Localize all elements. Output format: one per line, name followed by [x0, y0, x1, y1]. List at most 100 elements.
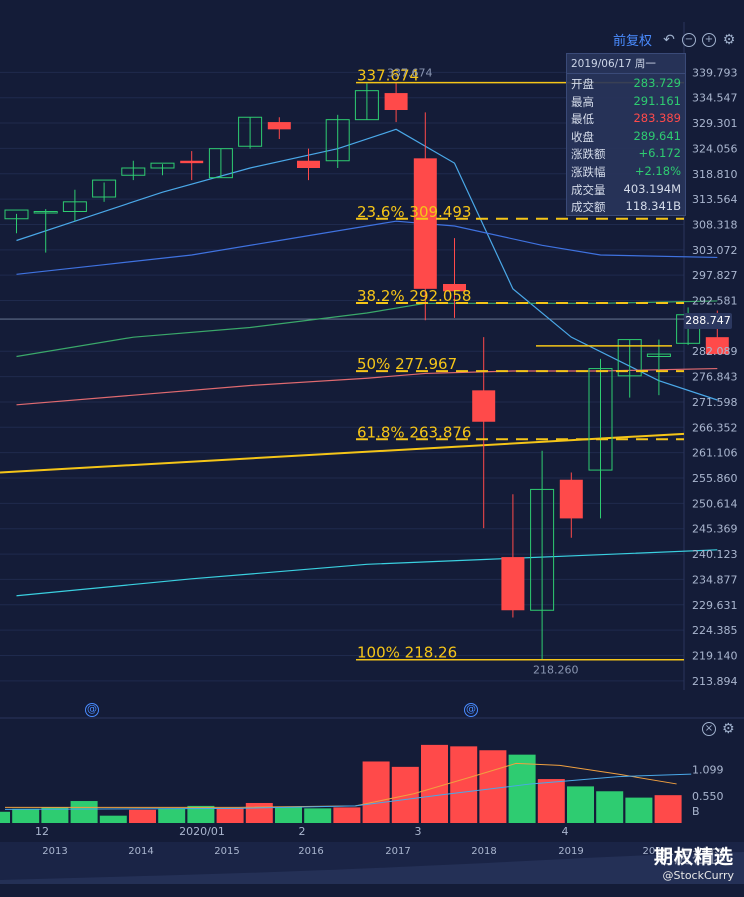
candle-body [325, 119, 350, 162]
volume-bar [275, 807, 302, 823]
candle-body [297, 160, 320, 168]
candle [33, 209, 58, 253]
volume-unit-label: B [692, 805, 700, 818]
volume-bar [537, 779, 565, 823]
volume-bar [596, 791, 624, 823]
candle [559, 472, 583, 538]
volume-bar [158, 808, 186, 823]
fib-level-label: 50% 277.967 [357, 355, 457, 373]
info-row-change-pct: 涨跌幅 +2.18% [571, 163, 681, 179]
fib-level-label: 61.8% 263.876 [357, 423, 471, 441]
candle [443, 238, 466, 318]
price-tick-label: 303.072 [692, 244, 738, 257]
volume-bar [391, 766, 419, 823]
navigator-year-label: 2018 [471, 846, 496, 857]
info-row-turnover: 成交额 118.341B [571, 199, 681, 215]
price-tick-label: 255.860 [692, 472, 738, 485]
moving-average-line [16, 128, 718, 401]
volume-bar [625, 797, 653, 823]
candle-body [238, 116, 263, 147]
fib-level-label: 38.2% 292.058 [357, 287, 471, 305]
price-tick-label: 282.089 [692, 345, 738, 358]
event-marker-icon[interactable]: @ [85, 703, 99, 717]
candle [354, 83, 379, 121]
navigator-year-label: 2015 [214, 846, 239, 857]
candle [62, 189, 87, 222]
volume-bar [12, 808, 40, 823]
candle [501, 494, 525, 618]
moving-average-line [16, 549, 718, 597]
period-label: 2 [299, 825, 306, 838]
period-label: 12 [35, 825, 49, 838]
volume-bar [0, 811, 10, 823]
trend-line [0, 432, 685, 474]
navigator-year-label: 2017 [385, 846, 410, 857]
candle [92, 179, 117, 202]
navigator-year-label: 2019 [558, 846, 583, 857]
indicator-settings-icon[interactable]: ⚙ [722, 721, 735, 737]
volume-bar [70, 801, 98, 823]
fib-level-label: 337.674 [357, 67, 419, 85]
current-price-badge: 288.747 [684, 313, 732, 329]
navigator-year-label: 2013 [42, 846, 67, 857]
candle [297, 148, 320, 181]
candle-body [384, 93, 408, 110]
candle-body [413, 158, 437, 289]
price-tick-label: 234.877 [692, 573, 738, 586]
volume-bar [421, 744, 448, 823]
volume-bar [567, 786, 594, 823]
zoom-in-icon[interactable]: + [702, 32, 716, 47]
candle-body [646, 353, 671, 358]
info-row-change: 涨跌额 +6.172 [571, 146, 681, 162]
info-row-high: 最高 291.161 [571, 93, 681, 109]
price-tick-label: 245.369 [692, 523, 738, 536]
close-indicator-icon[interactable]: × [702, 722, 716, 736]
price-tick-label: 324.056 [692, 142, 738, 155]
candle [267, 117, 291, 139]
navigator-year-label: 2014 [128, 846, 153, 857]
candle-body [4, 209, 29, 220]
candle [121, 160, 146, 181]
watermark-handle: @StockCurry [662, 869, 734, 882]
candle-body [208, 148, 233, 179]
event-marker-icon[interactable]: @ [464, 703, 478, 717]
candle [180, 151, 204, 181]
candle [472, 337, 496, 529]
volume-bar [187, 805, 215, 823]
volume-tick-label: 1.099 [692, 763, 724, 776]
candle-body [472, 390, 496, 422]
price-tick-label: 292.581 [692, 295, 738, 308]
undo-icon[interactable]: ↶ [663, 31, 675, 48]
candle-body [501, 557, 525, 611]
price-tick-label: 229.631 [692, 599, 738, 612]
gear-icon[interactable]: ⚙ [722, 31, 736, 48]
price-tick-label: 318.810 [692, 168, 738, 181]
volume-tick-label: 0.550 [692, 790, 724, 803]
price-tick-label: 240.123 [692, 548, 738, 561]
price-tick-label: 334.547 [692, 92, 738, 105]
navigator-year-label: 2016 [298, 846, 323, 857]
candle [208, 148, 233, 179]
watermark: 期权精选 @StockCurry [654, 842, 734, 882]
candle-body [617, 339, 642, 377]
zoom-out-icon[interactable]: − [682, 32, 696, 47]
info-row-close: 收盘 289.641 [571, 128, 681, 144]
volume-bar [304, 808, 332, 823]
candle-body [588, 368, 613, 471]
price-tick-label: 339.793 [692, 66, 738, 79]
price-tick-label: 266.352 [692, 421, 738, 434]
price-tick-label: 213.894 [692, 675, 738, 688]
high-price-label: 337.674 [387, 67, 433, 80]
candle [4, 209, 29, 234]
candle-body [267, 122, 291, 130]
low-price-label: 218.260 [533, 664, 579, 677]
volume-bar [216, 808, 244, 823]
price-tick-label: 308.318 [692, 218, 738, 231]
candle-body [354, 90, 379, 121]
candle [530, 450, 555, 660]
volume-bar [479, 750, 507, 823]
volume-bar [41, 807, 69, 823]
price-adjust-button[interactable]: 前复权 [612, 34, 652, 49]
candle-info-panel: 2019/06/17 周一 开盘 283.729 最高 291.161 最低 283.… [566, 53, 686, 216]
price-tick-label: 271.598 [692, 396, 738, 409]
